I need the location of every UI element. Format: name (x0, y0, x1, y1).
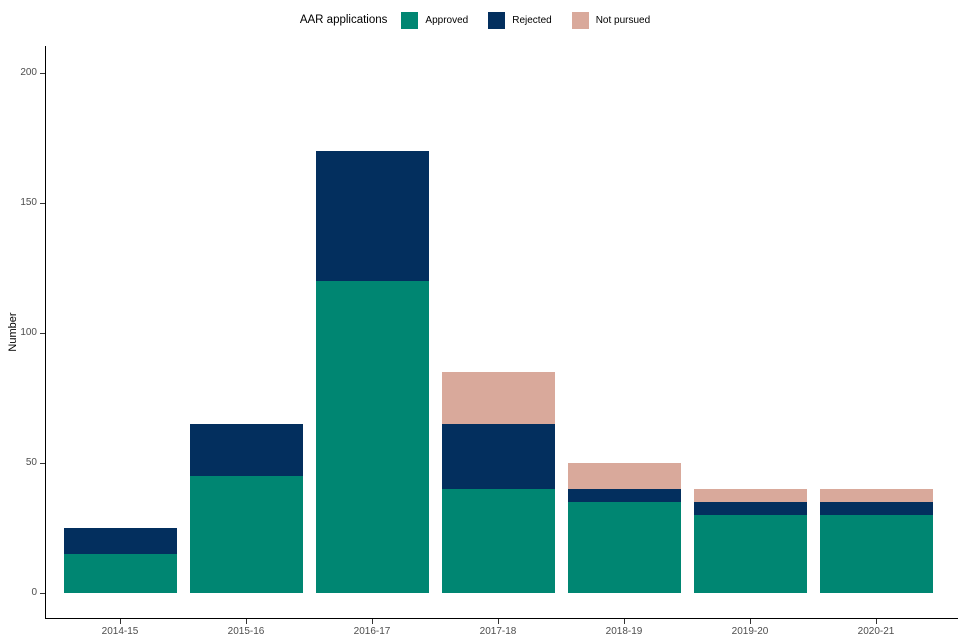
legend-item-approved: Approved (401, 11, 469, 29)
x-axis-tick-label: 2017-18 (479, 626, 517, 637)
not-pursued-swatch-icon (571, 11, 589, 29)
legend-label-not-pursued: Not pursued (595, 14, 651, 26)
y-axis-line (45, 46, 46, 618)
rejected-swatch-icon (488, 11, 506, 29)
x-axis-tick-label: 2020-21 (857, 626, 895, 637)
y-axis-tick (40, 592, 45, 594)
x-axis-tick-label: 2019-20 (731, 626, 769, 637)
y-axis-tick-label: 50 (25, 456, 37, 468)
bar-segment-approved-2019-20 (693, 514, 807, 593)
approved-swatch-icon (401, 11, 419, 29)
bar-segment-approved-2017-18 (441, 488, 555, 593)
bar-segment-approved-2014-15 (63, 553, 177, 593)
bar-segment-not-pursued-2019-20 (693, 488, 807, 502)
y-axis-tick (40, 72, 45, 74)
x-axis-tick (876, 619, 877, 624)
bar-segment-approved-2015-16 (189, 475, 303, 593)
bar-segment-not-pursued-2018-19 (567, 462, 681, 489)
x-axis-tick (246, 619, 247, 624)
bar-segment-not-pursued-2017-18 (441, 371, 555, 424)
legend-item-rejected: Rejected (488, 11, 552, 29)
y-axis-tick-label: 100 (20, 326, 37, 338)
x-axis-tick-label: 2014-15 (101, 626, 139, 637)
y-axis-tick (40, 202, 45, 204)
x-axis-line (45, 618, 958, 619)
bar-segment-rejected-2016-17 (315, 150, 429, 281)
bar-segment-not-pursued-2020-21 (819, 488, 933, 502)
y-axis-tick-label: 150 (20, 196, 37, 208)
x-axis-tick-label: 2015-16 (227, 626, 265, 637)
legend-label-approved: Approved (425, 14, 469, 26)
bar-segment-rejected-2017-18 (441, 423, 555, 489)
x-axis-tick (750, 619, 751, 624)
legend-title: AAR applications (299, 14, 388, 26)
legend-item-not-pursued: Not pursued (571, 11, 651, 29)
y-axis-tick-label: 200 (20, 66, 37, 78)
x-axis-tick-label: 2016-17 (353, 626, 391, 637)
y-axis-tick-label: 0 (31, 586, 37, 598)
y-axis-tick (40, 462, 45, 464)
x-axis-tick (372, 619, 373, 624)
x-axis-tick-label: 2018-19 (605, 626, 643, 637)
x-axis-tick (120, 619, 121, 624)
chart-legend: AAR applications Approved Rejected Not p… (0, 6, 960, 34)
x-axis-tick (624, 619, 625, 624)
bar-segment-rejected-2019-20 (693, 501, 807, 515)
bar-segment-approved-2018-19 (567, 501, 681, 593)
bar-segment-rejected-2018-19 (567, 488, 681, 502)
y-axis-tick (40, 332, 45, 334)
bar-segment-approved-2016-17 (315, 280, 429, 593)
x-axis-tick (498, 619, 499, 624)
bar-segment-rejected-2014-15 (63, 527, 177, 554)
bar-segment-rejected-2015-16 (189, 423, 303, 476)
legend-label-rejected: Rejected (512, 14, 552, 26)
bar-segment-approved-2020-21 (819, 514, 933, 593)
bar-segment-rejected-2020-21 (819, 501, 933, 515)
